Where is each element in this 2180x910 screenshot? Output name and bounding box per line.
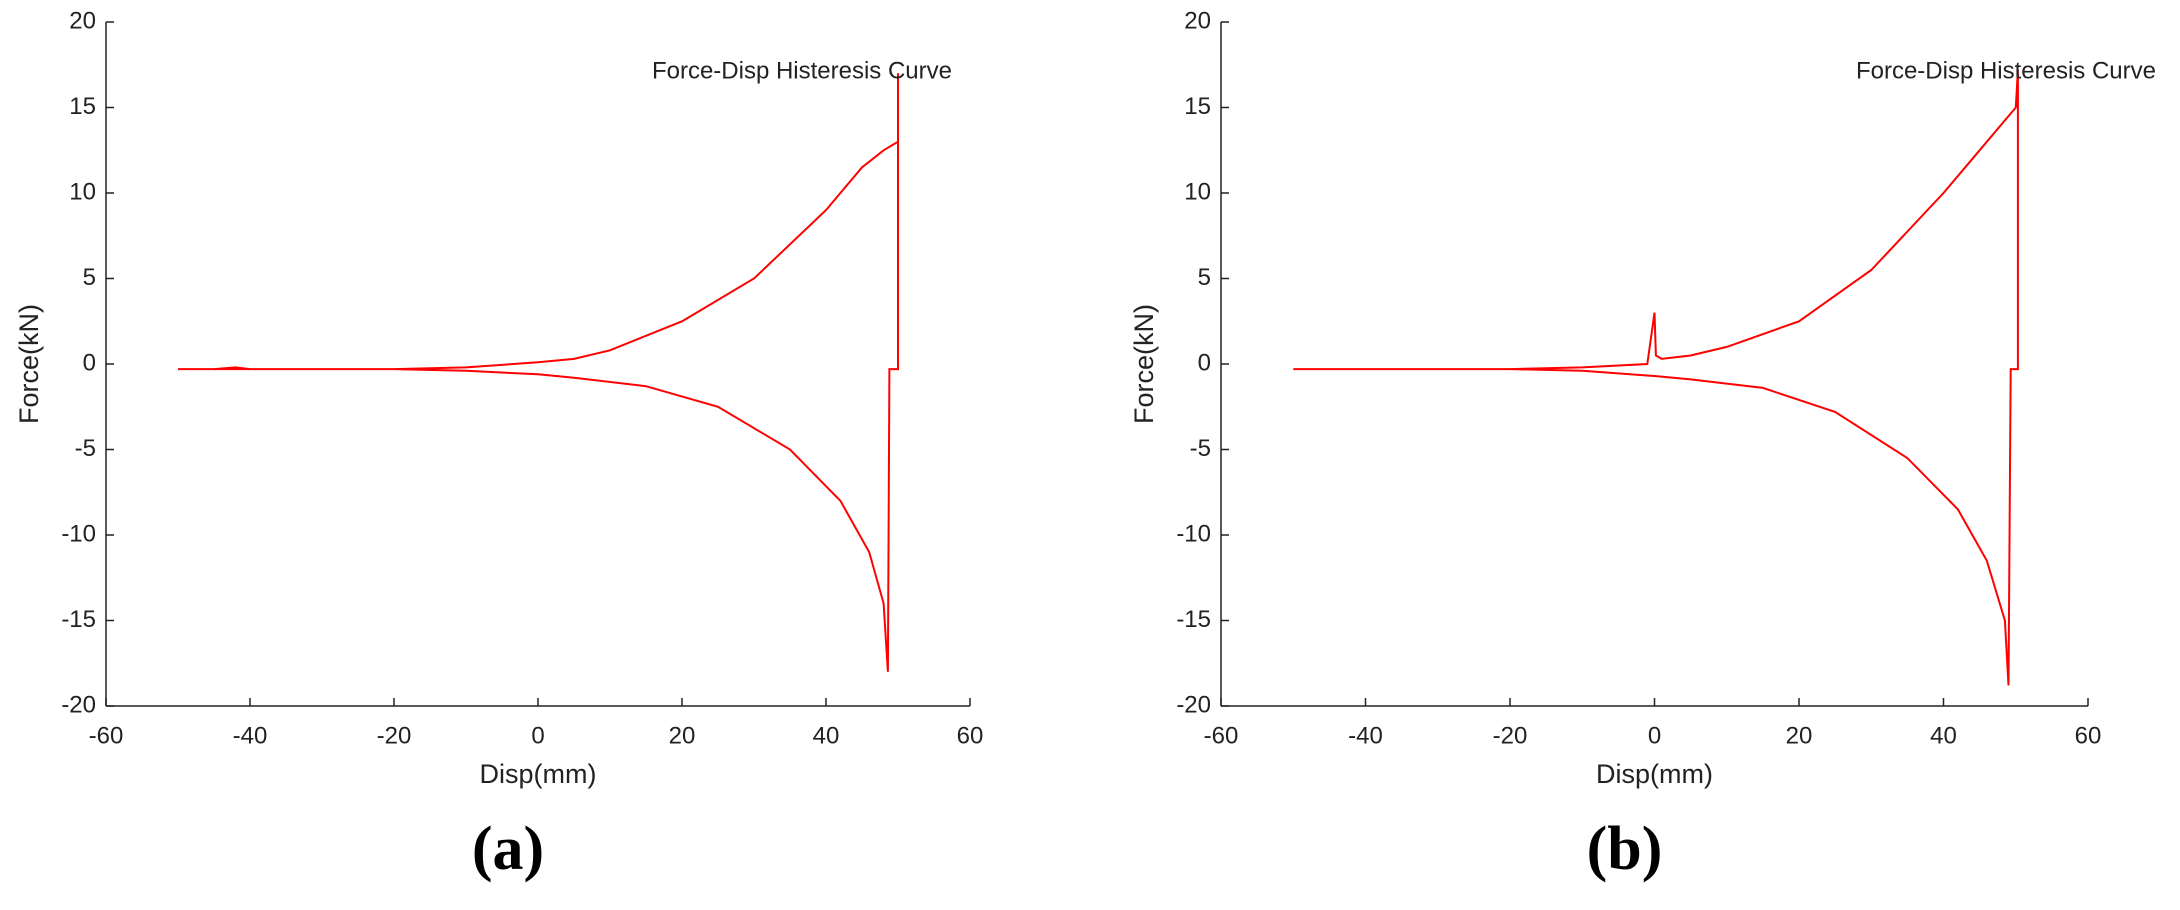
y-tick-label: 0	[1198, 349, 1211, 376]
y-tick-label: -15	[61, 606, 96, 633]
y-tick-label: 0	[83, 349, 96, 376]
y-tick-label: -20	[61, 691, 96, 718]
y-tick-label: 15	[1184, 93, 1211, 120]
y-tick-label: -15	[1176, 606, 1211, 633]
legend-entry: Force-Disp Histeresis Curve	[652, 57, 952, 84]
x-tick-label: -20	[377, 722, 412, 749]
y-tick-label: 10	[1184, 178, 1211, 205]
x-tick-label: 0	[1648, 722, 1661, 749]
x-tick-label: 0	[531, 722, 544, 749]
x-tick-label: -20	[1493, 722, 1528, 749]
y-tick-label: -10	[61, 520, 96, 547]
x-tick-label: 20	[669, 722, 696, 749]
y-tick-label: 20	[1184, 7, 1211, 34]
y-tick-label: 10	[69, 178, 96, 205]
x-tick-label: 20	[1786, 722, 1813, 749]
y-tick-label: 5	[1198, 264, 1211, 291]
data-line	[1293, 69, 2019, 686]
y-tick-label: 15	[69, 93, 96, 120]
y-tick-label: -5	[75, 435, 96, 462]
x-tick-label: 40	[813, 722, 840, 749]
y-axis-label: Force(kN)	[14, 304, 44, 424]
x-tick-label: 60	[957, 722, 984, 749]
x-tick-label: 60	[2075, 722, 2102, 749]
y-tick-label: 5	[83, 264, 96, 291]
y-tick-label: -10	[1176, 520, 1211, 547]
data-line	[178, 73, 899, 672]
x-tick-label: -60	[1204, 722, 1239, 749]
panel-label: (a)	[472, 815, 544, 883]
x-tick-label: 40	[1930, 722, 1957, 749]
y-axis-label: Force(kN)	[1129, 304, 1159, 424]
x-tick-label: -60	[89, 722, 124, 749]
legend-entry: Force-Disp Histeresis Curve	[1856, 57, 2156, 84]
y-tick-label: -5	[1190, 435, 1211, 462]
x-tick-label: -40	[1348, 722, 1383, 749]
x-axis-label: Disp(mm)	[1596, 759, 1713, 789]
y-tick-label: -20	[1176, 691, 1211, 718]
panel-label: (b)	[1587, 815, 1663, 883]
x-axis-label: Disp(mm)	[480, 759, 597, 789]
x-tick-label: -40	[233, 722, 268, 749]
y-tick-label: 20	[69, 7, 96, 34]
